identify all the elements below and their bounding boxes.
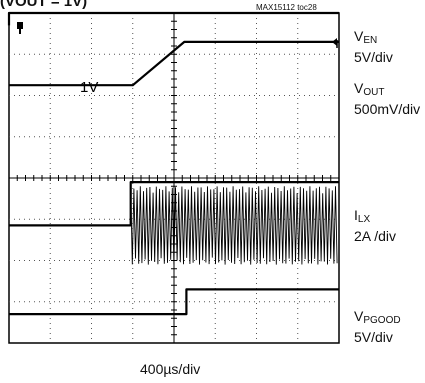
scale-ven: 5V/div <box>354 49 393 65</box>
channel-label-ven: VEN 5V/div <box>354 28 393 65</box>
scale-ilx: 2A /div <box>354 228 397 244</box>
trigger-marker <box>332 38 338 48</box>
vout-annotation: 1V <box>80 79 98 96</box>
scale-vpgood: 5V/div <box>354 329 393 345</box>
traces <box>7 11 339 316</box>
ground-marker <box>17 22 23 34</box>
channel-label-vpgood: VPGOOD 5V/div <box>354 308 401 345</box>
channel-label-vout: VOUT 500mV/div <box>354 80 421 117</box>
scale-vout: 500mV/div <box>354 101 421 117</box>
trace-ven <box>7 11 339 26</box>
figure-tag: MAX15112 toc28 <box>256 3 317 12</box>
trace-vout <box>9 40 339 87</box>
title-fragment: (VOUT = 1V) <box>0 0 88 10</box>
channel-label-ilx: ILX 2A /div <box>354 207 397 244</box>
timebase-label: 400µs/div <box>140 361 201 377</box>
trace-ilx-switching <box>130 186 338 265</box>
trace-vpgood <box>9 288 339 316</box>
grid <box>8 12 340 344</box>
